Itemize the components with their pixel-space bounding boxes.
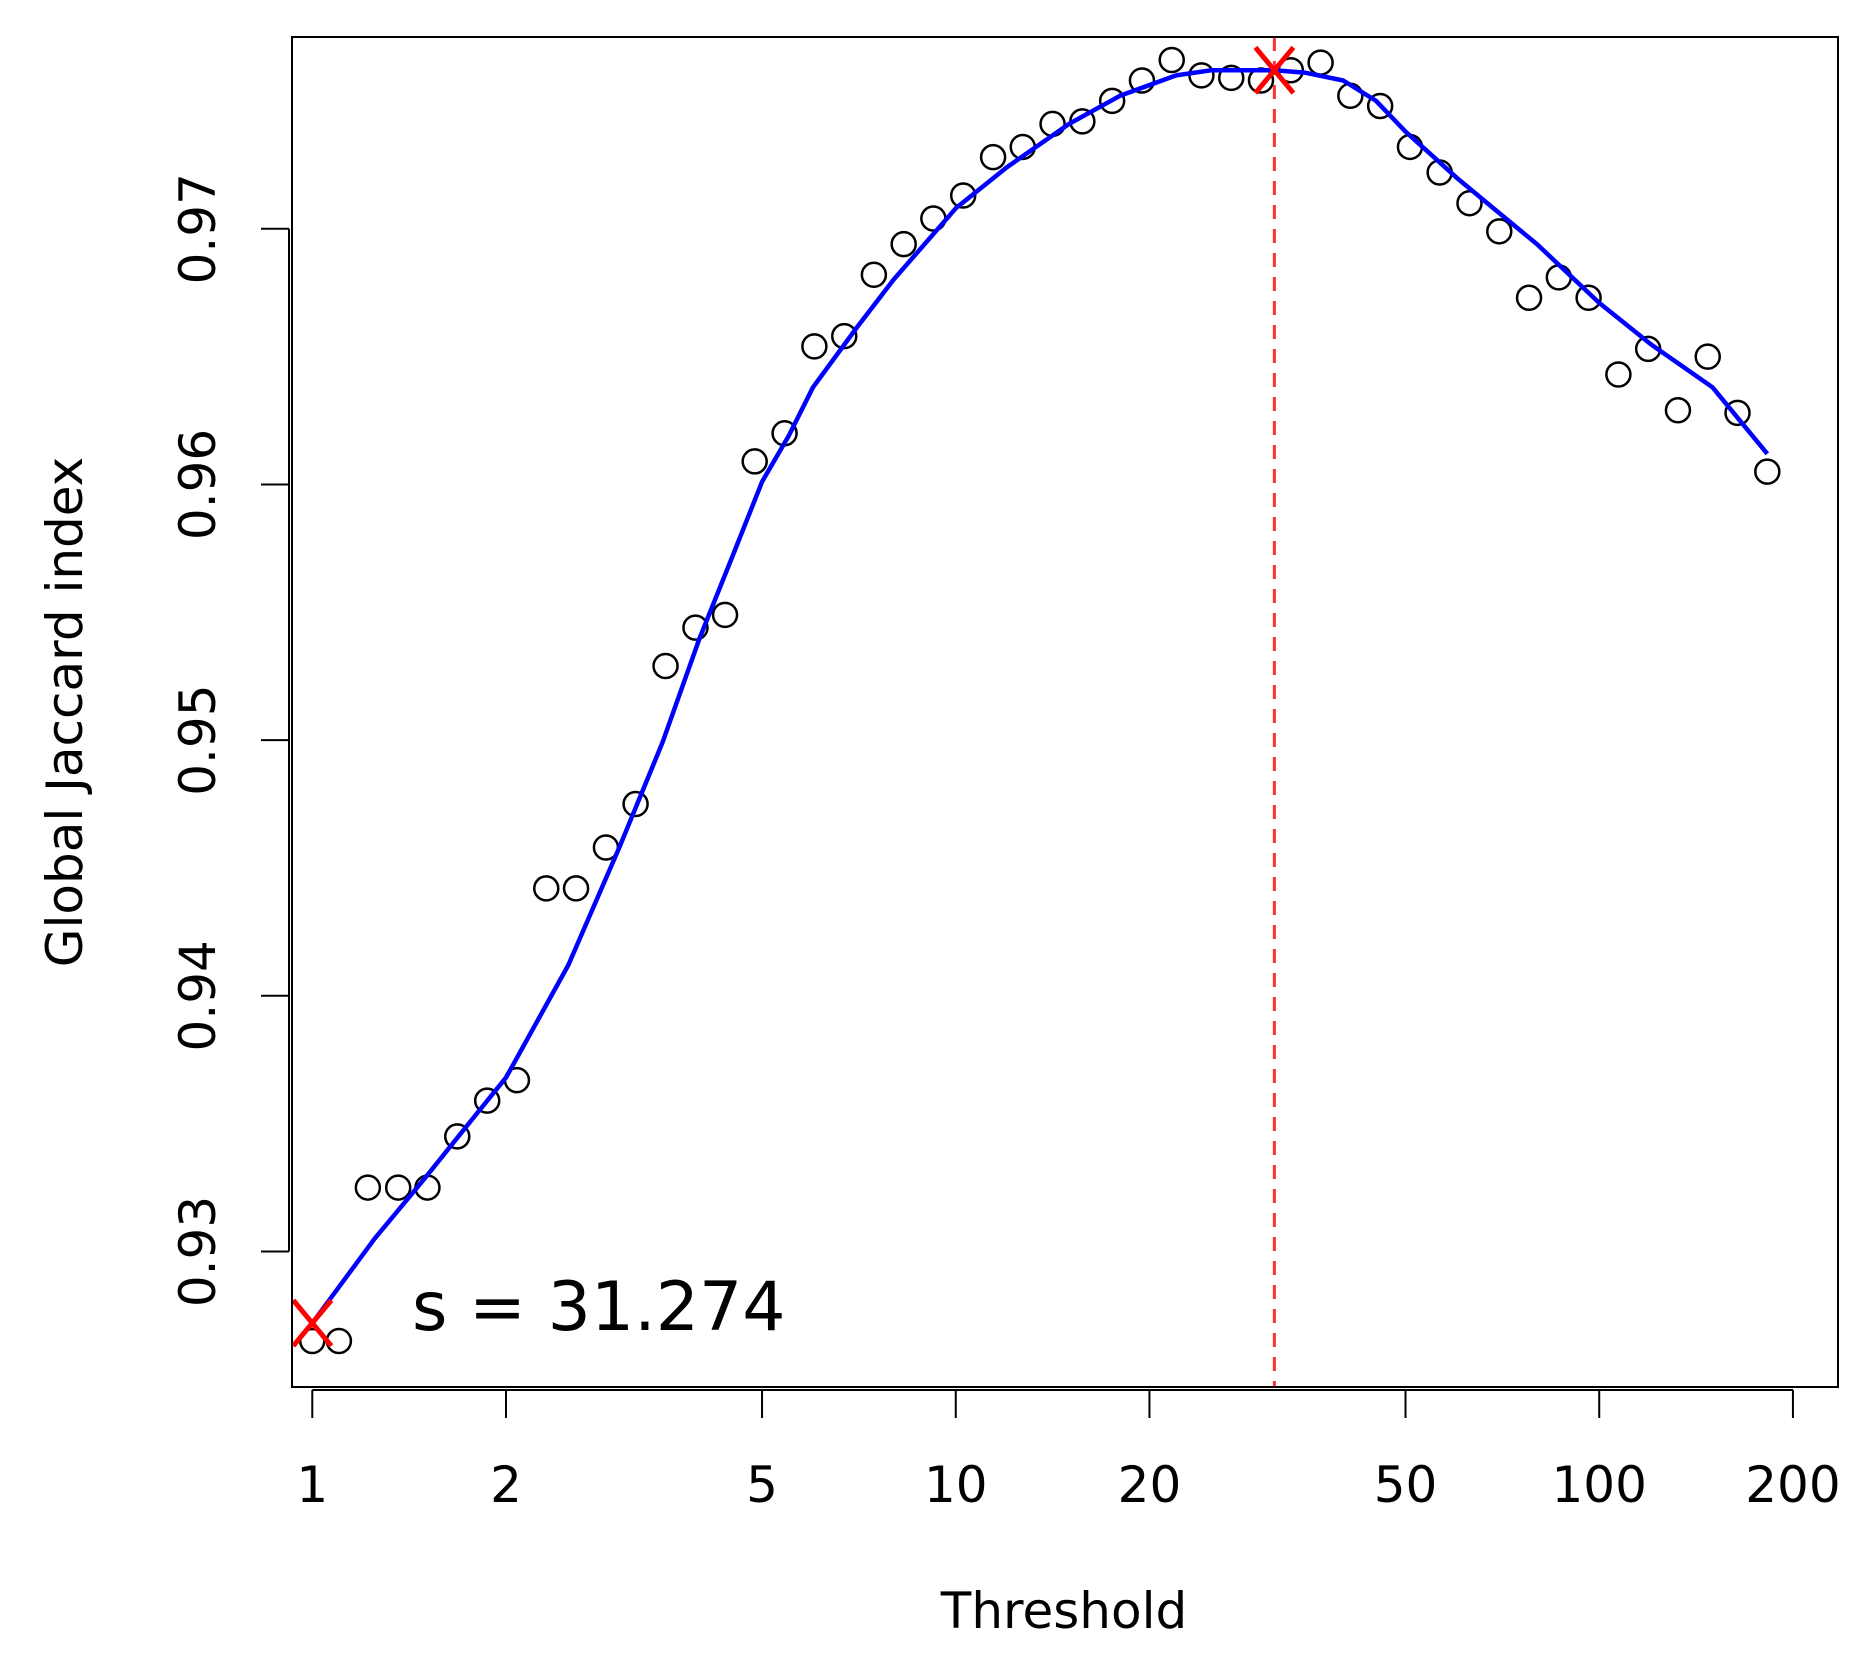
optimum-x-marker [291, 1298, 334, 1348]
data-point [890, 230, 917, 258]
x-tick-label: 5 [746, 1456, 778, 1514]
y-axis: 0.93 0.94 0.95 0.96 0.97 [169, 173, 290, 1307]
y-tick-label: 0.96 [169, 429, 227, 540]
data-point [473, 1087, 501, 1114]
data-point [1098, 87, 1126, 115]
data-point [979, 143, 1007, 171]
data-point [1545, 264, 1573, 291]
data-point [1188, 62, 1215, 89]
y-tick-label: 0.97 [169, 173, 227, 284]
y-tick-label: 0.93 [169, 1196, 227, 1307]
optimum-x-marker [1253, 45, 1296, 95]
data-point [325, 1327, 353, 1355]
x-tick-label: 100 [1552, 1456, 1647, 1514]
data-point [711, 601, 739, 629]
x-axis-label: Threshold [940, 1582, 1187, 1640]
data-point [1605, 361, 1632, 388]
x-axis: 1 2 5 10 20 50 100 200 [296, 1389, 1841, 1514]
data-point [1217, 64, 1245, 92]
data-point [1724, 399, 1751, 427]
plot-area [291, 37, 1781, 1387]
s-value-annotation: s = 31.274 [412, 1268, 786, 1347]
y-tick-label: 0.94 [169, 940, 227, 1051]
data-point [652, 652, 679, 680]
y-tick-label: 0.95 [169, 684, 227, 795]
data-point [1575, 284, 1602, 312]
data-point [1754, 458, 1781, 485]
plot-frame [291, 36, 1839, 1388]
data-point [384, 1174, 412, 1201]
x-tick-label: 1 [296, 1456, 328, 1514]
data-point [533, 875, 560, 902]
x-tick-label: 200 [1745, 1456, 1840, 1514]
data-point [562, 875, 590, 902]
data-point [1039, 110, 1066, 138]
x-tick-label: 20 [1118, 1456, 1182, 1514]
data-point [1664, 397, 1692, 424]
data-point [741, 448, 768, 475]
y-axis-label: Global Jaccard index [36, 457, 94, 968]
x-tick-label: 50 [1374, 1456, 1438, 1514]
data-point [444, 1123, 471, 1150]
x-tick-label: 2 [490, 1456, 522, 1514]
data-point [682, 614, 709, 641]
data-point [1307, 49, 1334, 76]
data-point [1366, 92, 1394, 120]
data-point [1515, 284, 1543, 312]
data-point [1486, 218, 1513, 245]
x-tick-label: 10 [924, 1456, 988, 1514]
data-point [860, 261, 888, 289]
data-point [1128, 67, 1156, 94]
data-point [1694, 343, 1721, 370]
data-point [354, 1174, 382, 1201]
data-point [622, 790, 649, 818]
data-point [801, 333, 828, 360]
fitted-curve [310, 67, 1770, 1325]
data-point [1158, 46, 1185, 74]
